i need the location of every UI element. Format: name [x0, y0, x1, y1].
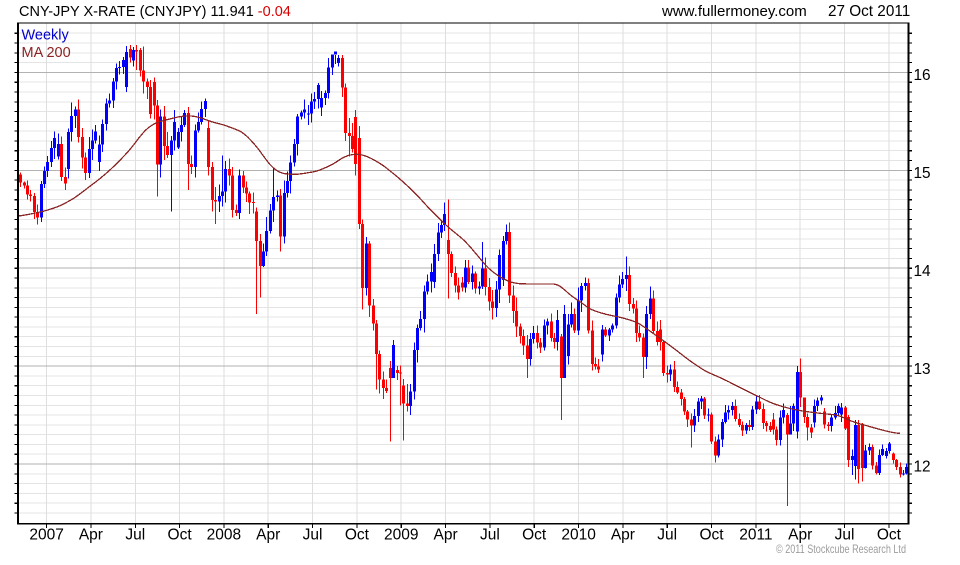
svg-text:MA 200: MA 200: [22, 45, 71, 61]
svg-text:13: 13: [914, 361, 931, 378]
svg-text:Oct: Oct: [168, 527, 193, 544]
svg-text:Apr: Apr: [434, 527, 458, 544]
svg-text:Weekly: Weekly: [22, 28, 70, 44]
svg-text:Apr: Apr: [256, 527, 280, 544]
svg-text:Apr: Apr: [788, 527, 812, 544]
svg-text:Jul: Jul: [657, 527, 677, 544]
svg-text:2007: 2007: [29, 527, 63, 544]
svg-text:16: 16: [914, 67, 931, 84]
svg-text:Jul: Jul: [125, 527, 145, 544]
svg-text:2011: 2011: [739, 527, 772, 544]
svg-text:14: 14: [914, 263, 932, 280]
svg-text:© 2011 Stockcube Research Ltd: © 2011 Stockcube Research Ltd: [776, 542, 906, 556]
svg-text:2010: 2010: [561, 527, 596, 544]
svg-text:Oct: Oct: [345, 527, 370, 544]
svg-text:Apr: Apr: [611, 527, 635, 544]
svg-text:Jul: Jul: [303, 527, 323, 544]
svg-text:2009: 2009: [384, 527, 418, 544]
svg-text:12: 12: [914, 459, 931, 476]
svg-text:2008: 2008: [207, 527, 241, 544]
svg-text:Apr: Apr: [79, 527, 103, 544]
svg-text:Oct: Oct: [522, 527, 547, 544]
svg-text:CNY-JPY X-RATE (CNYJPY) 11.941: CNY-JPY X-RATE (CNYJPY) 11.941 -0.04: [19, 4, 291, 20]
svg-text:27 Oct 2011: 27 Oct 2011: [828, 3, 910, 20]
svg-text:15: 15: [914, 165, 931, 182]
svg-text:Oct: Oct: [699, 527, 724, 544]
svg-text:www.fullermoney.com: www.fullermoney.com: [661, 3, 807, 20]
svg-text:Oct: Oct: [877, 527, 902, 544]
svg-text:Jul: Jul: [480, 527, 500, 544]
svg-text:Jul: Jul: [835, 527, 855, 544]
